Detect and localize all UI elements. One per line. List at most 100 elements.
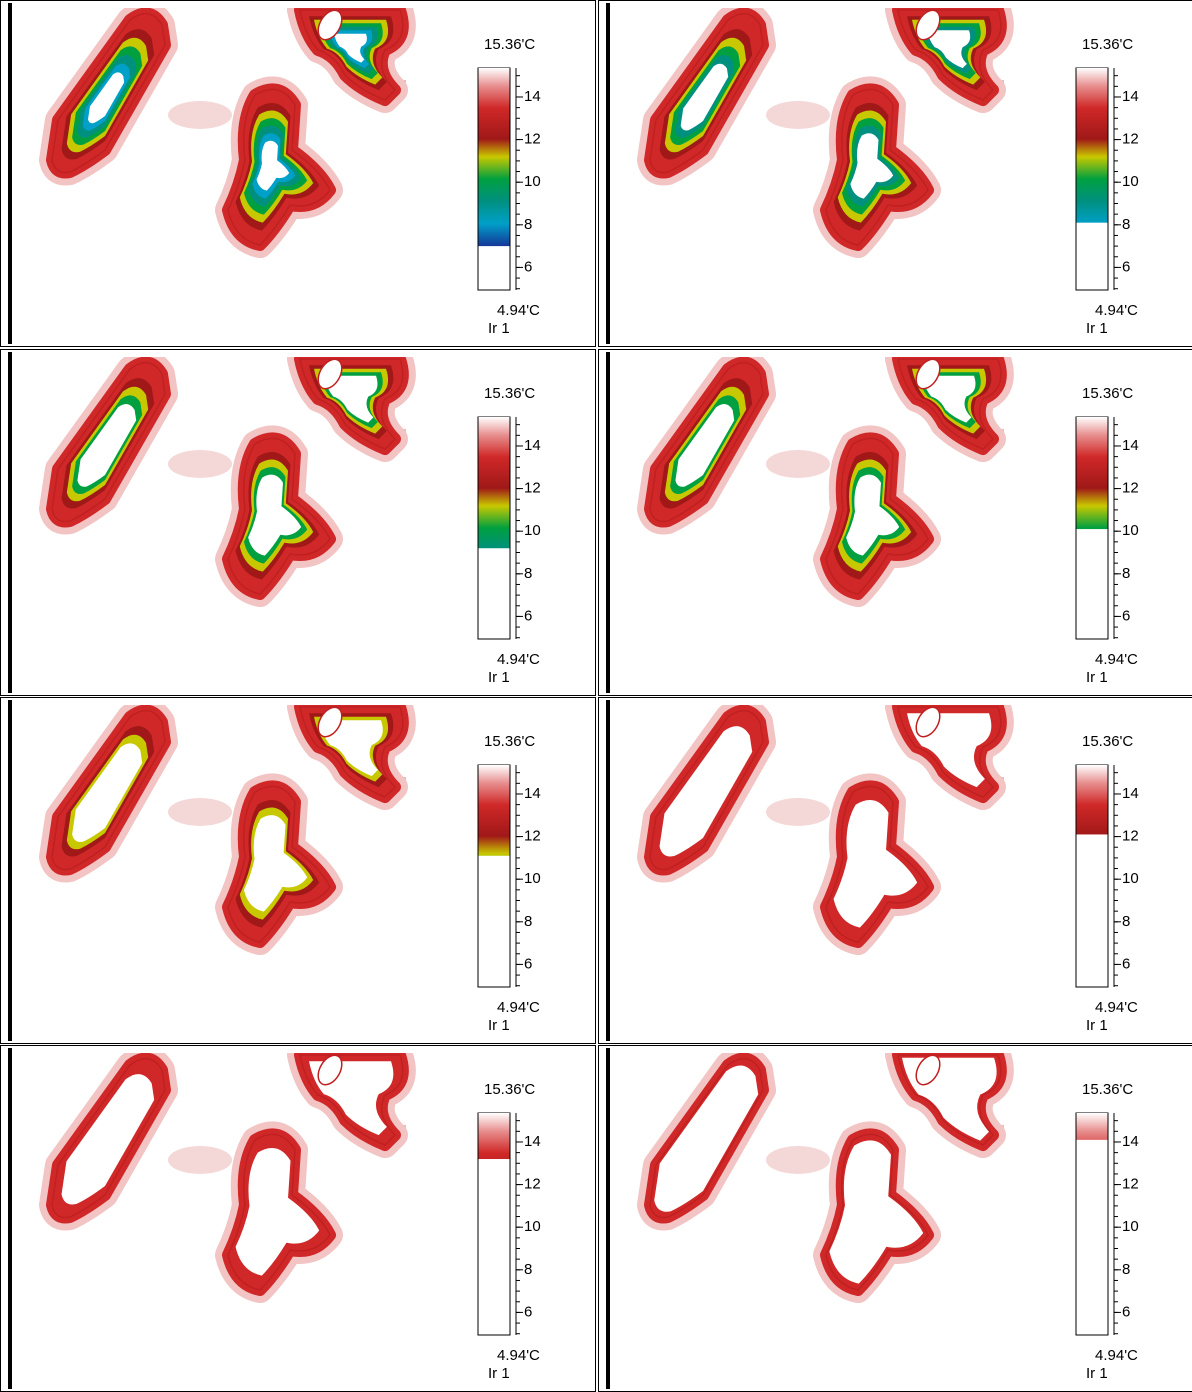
heat-layer (686, 769, 723, 821)
min-label: 4.94'C (497, 999, 540, 1016)
hole (915, 1054, 941, 1086)
heat-outline (649, 12, 764, 174)
tick-label: 8 (524, 1261, 532, 1278)
tick-label: 8 (1122, 913, 1130, 930)
max-label: 15.36'C (484, 36, 535, 53)
tick-label: 8 (1122, 565, 1130, 582)
hole (915, 358, 941, 390)
heat-layer (88, 1117, 125, 1169)
heat-outline (51, 1057, 166, 1219)
heat-layer (686, 1117, 723, 1169)
tick-label: 12 (524, 1176, 541, 1193)
tick-label: 14 (524, 88, 541, 105)
tick-label: 10 (1122, 522, 1139, 539)
tick-label: 10 (1122, 1218, 1139, 1235)
heat-layer (256, 140, 290, 191)
speckle (766, 101, 830, 129)
heat-layer (256, 489, 290, 540)
panel-edge-bar (606, 1048, 610, 1389)
tick-label: 12 (1122, 131, 1139, 148)
thermal-panel: 14 12 10 8 6 15.36'C 4.94'CIr 1 (598, 1045, 1192, 1392)
thermal-panel: 14 12 10 8 6 15.36'C 4.94'CIr 1 (0, 1045, 596, 1392)
tick-label: 10 (524, 870, 541, 887)
min-label: 4.94'C (1095, 1347, 1138, 1364)
panel-edge-bar (606, 3, 610, 344)
speckle (766, 450, 830, 478)
heat-layer (854, 489, 888, 540)
heat-layer (334, 382, 367, 412)
max-label: 15.36'C (1082, 36, 1133, 53)
panel-edge-bar (606, 700, 610, 1041)
channel-label: Ir 1 (488, 1017, 510, 1034)
heat-layer (334, 33, 367, 63)
heat-outline (227, 437, 331, 595)
tick-label: 8 (524, 565, 532, 582)
tick-label: 14 (524, 785, 541, 802)
hole (915, 9, 941, 41)
heat-layer (334, 730, 367, 760)
thermal-image (637, 8, 1014, 258)
thermal-image (637, 1053, 1014, 1303)
hole (317, 358, 343, 390)
heat-layer (932, 730, 965, 760)
tick-label: 14 (1122, 785, 1139, 802)
thermal-panel: 14 12 10 8 6 15.36'C 4.94'CIr 1 (0, 697, 596, 1044)
heat-layer (854, 1185, 888, 1236)
min-label: 4.94'C (1095, 302, 1138, 319)
channel-label: Ir 1 (1086, 669, 1108, 686)
tick-label: 14 (1122, 88, 1139, 105)
max-label: 15.36'C (484, 733, 535, 750)
heat-layer (854, 140, 888, 191)
max-label: 15.36'C (484, 385, 535, 402)
tick-label: 12 (1122, 1176, 1139, 1193)
tick-label: 14 (524, 437, 541, 454)
heat-outline (897, 1054, 1002, 1146)
channel-label: Ir 1 (1086, 1017, 1108, 1034)
tick-label: 12 (524, 131, 541, 148)
thermal-panel: 14 12 10 8 6 15.36'C 4.94'CIr 1 (598, 349, 1192, 696)
tick-label: 12 (524, 828, 541, 845)
heat-outline (299, 358, 404, 450)
heat-layer (932, 33, 965, 63)
channel-label: Ir 1 (488, 1365, 510, 1382)
colorbar-band (1076, 1113, 1108, 1140)
panel-edge-bar (8, 3, 12, 344)
speckle (168, 798, 232, 826)
tick-label: 8 (524, 216, 532, 233)
thermal-panel: 14 12 10 8 6 15.36'C 4.94'CIr 1 (598, 697, 1192, 1044)
heat-layer (686, 421, 723, 473)
speckle (766, 798, 830, 826)
tick-label: 6 (524, 1303, 532, 1320)
hole (915, 706, 941, 738)
speckle (766, 1146, 830, 1174)
colorbar-frame (1075, 1112, 1109, 1336)
heat-outline (649, 1057, 764, 1219)
heat-layer (256, 1185, 290, 1236)
tick-label: 6 (524, 258, 532, 275)
max-label: 15.36'C (1082, 1081, 1133, 1098)
tick-label: 6 (1122, 258, 1130, 275)
thermal-image (39, 705, 416, 955)
tick-label: 10 (524, 173, 541, 190)
heat-outline (227, 1133, 331, 1291)
tick-label: 8 (1122, 1261, 1130, 1278)
tick-label: 10 (1122, 173, 1139, 190)
thermal-image (637, 705, 1014, 955)
tick-label: 8 (1122, 216, 1130, 233)
colorbar-band (478, 1113, 510, 1160)
heat-outline (227, 785, 331, 943)
tick-label: 8 (524, 913, 532, 930)
min-label: 4.94'C (1095, 651, 1138, 668)
max-label: 15.36'C (1082, 385, 1133, 402)
panel-edge-bar (8, 352, 12, 693)
heat-layer (932, 1078, 965, 1108)
channel-label: Ir 1 (1086, 1365, 1108, 1382)
tick-label: 12 (1122, 828, 1139, 845)
heat-outline (897, 706, 1002, 798)
heat-outline (51, 361, 166, 523)
thermal-panel: 14 12 10 8 6 15.36'C 4.94'CIr 1 (0, 349, 596, 696)
colorbar-band (478, 68, 510, 247)
tick-label: 10 (1122, 870, 1139, 887)
heat-outline (825, 785, 929, 943)
